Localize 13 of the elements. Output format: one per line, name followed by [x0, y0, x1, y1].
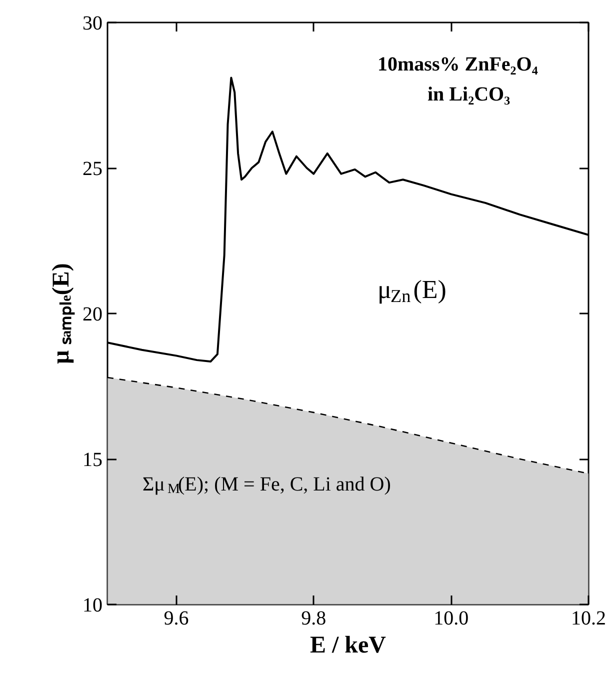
y-tick-label: 25 — [82, 158, 102, 180]
y-tick-label: 15 — [82, 449, 102, 471]
x-tick-label: 10.0 — [434, 608, 469, 630]
y-axis-title: μ ₛₐₘₚₗₑ(E) — [48, 263, 76, 364]
x-tick-label: 10.2 — [571, 608, 606, 630]
y-tick-label: 30 — [82, 12, 102, 34]
annotation: 10mass% ZnFe₂O₄ — [378, 54, 538, 76]
y-tick-label: 10 — [82, 594, 102, 616]
y-tick-label: 20 — [82, 304, 102, 326]
x-tick-label: 9.8 — [301, 608, 326, 630]
x-axis-title: E / keV — [310, 632, 387, 658]
x-tick-label: 9.6 — [164, 608, 189, 630]
annotation: in Li₂CO₃ — [428, 84, 510, 106]
